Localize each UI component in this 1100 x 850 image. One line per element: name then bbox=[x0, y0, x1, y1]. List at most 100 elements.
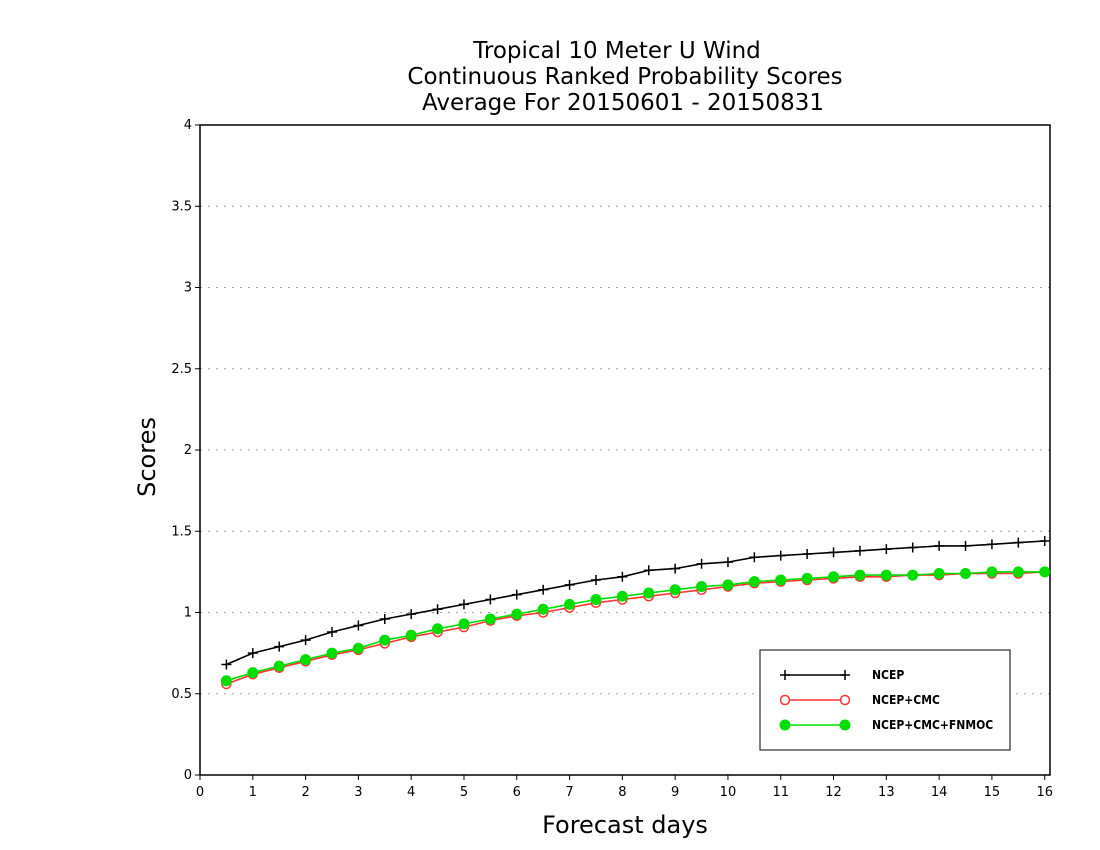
x-tick-label: 6 bbox=[513, 785, 521, 800]
data-point-ncep bbox=[802, 549, 813, 559]
legend-item-ncep-cmc-fnmoc: NCEP+CMC+FNMOC bbox=[779, 718, 993, 732]
data-point-ncep bbox=[326, 627, 337, 637]
x-tick-label: 11 bbox=[772, 785, 789, 800]
data-point-ncep-cmc-fnmoc bbox=[907, 569, 919, 581]
data-point-ncep-cmc-fnmoc bbox=[273, 660, 285, 672]
data-point-ncep bbox=[432, 604, 443, 615]
data-point-ncep bbox=[960, 540, 971, 551]
legend-marker bbox=[840, 670, 850, 680]
data-point-ncep bbox=[300, 635, 311, 646]
chart-title-line-1: Tropical 10 Meter U Wind bbox=[472, 38, 761, 64]
data-point-ncep-cmc-fnmoc bbox=[669, 584, 681, 596]
data-point-ncep-cmc-fnmoc bbox=[432, 623, 444, 635]
x-tick-label: 8 bbox=[618, 785, 626, 800]
data-point-ncep-cmc-fnmoc bbox=[933, 568, 945, 579]
data-point-ncep-cmc-fnmoc bbox=[828, 571, 840, 583]
x-tick-label: 3 bbox=[354, 785, 362, 800]
legend-label: NCEP bbox=[872, 668, 904, 682]
y-axis-title: Scores bbox=[133, 417, 161, 497]
legend-item-ncep-cmc: NCEP+CMC bbox=[779, 693, 940, 707]
data-point-ncep bbox=[881, 544, 892, 555]
x-tick-label: 10 bbox=[720, 785, 737, 800]
data-point-ncep-cmc-fnmoc bbox=[300, 654, 312, 666]
legend-item-ncep: NCEP bbox=[780, 668, 904, 682]
data-point-ncep-cmc-fnmoc bbox=[405, 629, 417, 641]
data-point-ncep bbox=[564, 579, 575, 590]
data-point-ncep bbox=[538, 584, 549, 595]
data-point-ncep-cmc-fnmoc bbox=[352, 642, 364, 654]
legend-marker bbox=[839, 719, 851, 731]
y-tick-label: 2 bbox=[184, 443, 192, 458]
data-point-ncep-cmc-fnmoc bbox=[590, 594, 602, 605]
series-ncep-cmc-fnmoc bbox=[220, 566, 1051, 687]
legend-label: NCEP+CMC+FNMOC bbox=[872, 718, 993, 732]
legend-marker bbox=[779, 719, 791, 731]
data-point-ncep bbox=[406, 609, 417, 620]
data-point-ncep bbox=[221, 659, 232, 670]
data-point-ncep bbox=[511, 589, 522, 600]
legend: NCEP NCEP+CMC NCEP+CMC+FNMOC bbox=[759, 649, 1011, 751]
data-point-ncep bbox=[722, 557, 733, 568]
series-line-ncep bbox=[226, 540, 1045, 666]
data-point-ncep bbox=[379, 614, 390, 624]
x-tick-label: 14 bbox=[931, 785, 948, 800]
data-point-ncep-cmc-fnmoc bbox=[326, 647, 338, 659]
data-point-ncep bbox=[590, 575, 601, 585]
data-point-ncep bbox=[1013, 537, 1024, 548]
data-point-ncep-cmc-fnmoc bbox=[880, 569, 892, 581]
data-point-ncep-cmc-fnmoc bbox=[801, 572, 813, 584]
data-point-ncep-cmc-fnmoc bbox=[1039, 566, 1051, 578]
legend-label: NCEP+CMC bbox=[872, 693, 940, 707]
data-point-ncep-cmc-fnmoc bbox=[986, 566, 998, 578]
x-tick-label: 1 bbox=[249, 785, 257, 800]
x-axis-title: Forecast days bbox=[542, 811, 708, 839]
series-ncep bbox=[221, 536, 1050, 670]
data-point-ncep bbox=[1039, 536, 1050, 546]
y-tick-label: 2.5 bbox=[171, 362, 192, 377]
data-point-ncep-cmc-fnmoc bbox=[220, 675, 232, 687]
x-tick-label: 7 bbox=[565, 785, 573, 800]
data-point-ncep bbox=[696, 558, 707, 569]
data-point-ncep-cmc-fnmoc bbox=[722, 579, 734, 591]
data-point-ncep bbox=[907, 542, 918, 553]
chart-title-line-3: Average For 20150601 - 20150831 bbox=[422, 90, 824, 116]
data-point-ncep-cmc-fnmoc bbox=[643, 587, 655, 599]
x-tick-label: 5 bbox=[460, 785, 468, 800]
series-layer bbox=[220, 536, 1051, 690]
y-tick-label: 1.5 bbox=[171, 524, 192, 539]
data-point-ncep-cmc-fnmoc bbox=[1012, 566, 1024, 578]
data-point-ncep-cmc-fnmoc bbox=[484, 613, 496, 625]
y-tick-label: 3 bbox=[184, 281, 192, 296]
data-point-ncep-cmc-fnmoc bbox=[748, 576, 760, 588]
data-point-ncep-cmc-fnmoc bbox=[854, 569, 866, 581]
y-tick-label: 1 bbox=[184, 606, 192, 621]
data-point-ncep bbox=[643, 565, 654, 576]
x-tick-label: 0 bbox=[196, 785, 204, 800]
data-point-ncep-cmc-fnmoc bbox=[537, 603, 549, 615]
data-point-ncep bbox=[274, 641, 285, 652]
data-point-ncep-cmc-fnmoc bbox=[247, 667, 259, 679]
x-tick-label: 9 bbox=[671, 785, 679, 800]
data-point-ncep-cmc-fnmoc bbox=[696, 581, 708, 592]
data-point-ncep bbox=[617, 571, 628, 582]
x-axis: 0 1 2 3 4 5 6 7 8 9 10 11 12 13 14 15 16 bbox=[196, 775, 1053, 800]
data-point-ncep-cmc-fnmoc bbox=[616, 590, 628, 602]
data-point-ncep bbox=[986, 539, 997, 550]
data-point-ncep-cmc-fnmoc bbox=[564, 598, 576, 610]
data-point-ncep bbox=[854, 545, 865, 556]
legend-marker bbox=[779, 694, 791, 706]
legend-marker bbox=[839, 694, 851, 706]
y-tick-label: 3.5 bbox=[171, 199, 192, 214]
x-tick-label: 16 bbox=[1036, 785, 1053, 800]
data-point-ncep-cmc-fnmoc bbox=[775, 574, 787, 586]
data-point-ncep-cmc-fnmoc bbox=[458, 618, 470, 630]
data-point-ncep bbox=[247, 648, 258, 659]
data-point-ncep-cmc-fnmoc bbox=[511, 608, 523, 620]
legend-marker bbox=[780, 670, 790, 680]
data-point-ncep-cmc-fnmoc bbox=[960, 568, 972, 579]
data-point-ncep bbox=[934, 540, 945, 551]
y-tick-label: 0.5 bbox=[171, 687, 192, 702]
x-tick-label: 4 bbox=[407, 785, 415, 800]
y-tick-label: 4 bbox=[184, 118, 192, 133]
